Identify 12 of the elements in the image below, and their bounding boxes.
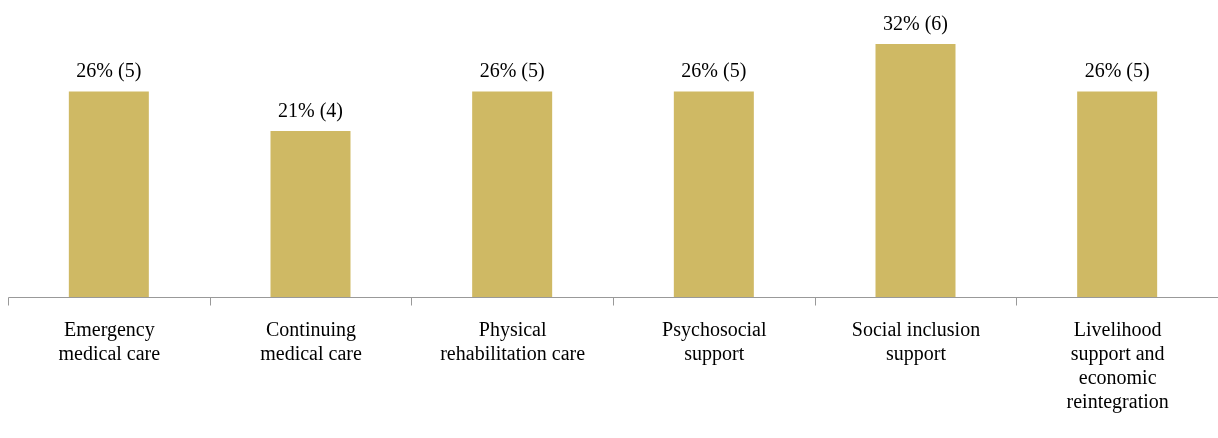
x-tick-label: Physical rehabilitation care [440, 317, 586, 364]
x-tick-label: Livelihood support and economic reintegration [1066, 317, 1169, 413]
x-tick-label: Psychosocial support [662, 317, 767, 365]
data-label: 26% (5) [76, 59, 142, 83]
data-label: 26% (5) [681, 59, 747, 83]
x-tick-label: Social inclusion support [851, 317, 981, 365]
data-label: 26% (5) [479, 59, 545, 83]
x-tick-label: Emergency medical care [58, 317, 161, 364]
data-label: 26% (5) [1084, 59, 1150, 83]
data-label: 32% (6) [883, 12, 948, 35]
data-label: 21% (4) [278, 98, 343, 122]
x-tick-label: Continuing medical care [260, 317, 362, 364]
